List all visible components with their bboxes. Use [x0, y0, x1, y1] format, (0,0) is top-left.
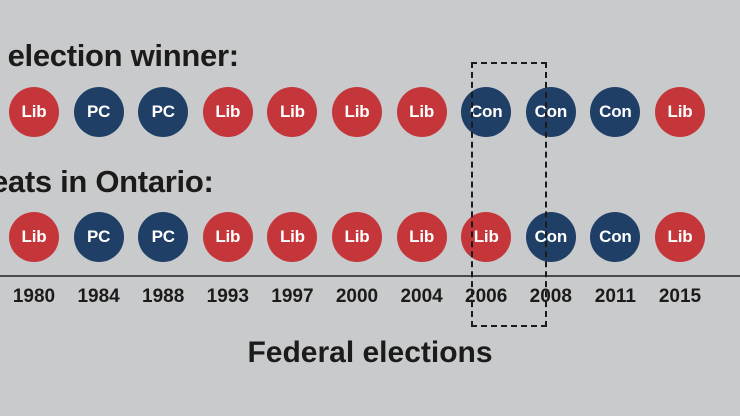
party-badge: PC	[138, 212, 189, 262]
party-badge: Lib	[267, 212, 318, 262]
party-badge: Con	[525, 212, 576, 262]
party-badge: PC	[73, 212, 124, 262]
party-badge: Lib	[396, 87, 447, 137]
year-tick-label: 1993	[206, 286, 249, 307]
year-tick-label: 1980	[12, 286, 56, 307]
party-badge: Con	[590, 87, 641, 137]
party-badge: PC	[138, 87, 189, 137]
winner-row-label: al election winner:	[0, 38, 239, 73]
year-tick-label: 2000	[335, 286, 379, 307]
party-badge: Lib	[655, 87, 705, 137]
party-badge: Lib	[461, 212, 512, 262]
highlight-box-2006	[471, 62, 547, 327]
year-tick-label: 2011	[594, 286, 636, 307]
year-tick-label: 1988	[142, 286, 185, 307]
party-badge: Con	[525, 87, 576, 137]
year-tick-label: 1997	[271, 286, 314, 307]
year-tick-label: 2004	[400, 286, 443, 307]
axis-line	[0, 275, 740, 277]
seats-row-label: seats in Ontario:	[0, 164, 214, 199]
party-badge: Con	[461, 87, 512, 137]
party-badge: Lib	[332, 87, 382, 137]
year-tick-label: 2006	[465, 286, 508, 307]
year-tick-label: 2008	[529, 286, 572, 307]
party-badge: Lib	[332, 212, 382, 262]
chart-caption: Federal elections	[247, 336, 493, 369]
party-badge: Lib	[202, 212, 253, 262]
party-badge: PC	[73, 87, 124, 137]
party-badge: Lib	[9, 87, 59, 137]
party-badge: Lib	[202, 87, 253, 137]
year-tick-label: 1984	[77, 286, 120, 307]
year-tick-label: 2015	[658, 286, 702, 307]
party-badge: Lib	[655, 212, 705, 262]
party-badge: Con	[590, 212, 641, 262]
party-badge: Lib	[396, 212, 447, 262]
party-badge: Lib	[9, 212, 59, 262]
party-badge: Lib	[267, 87, 318, 137]
